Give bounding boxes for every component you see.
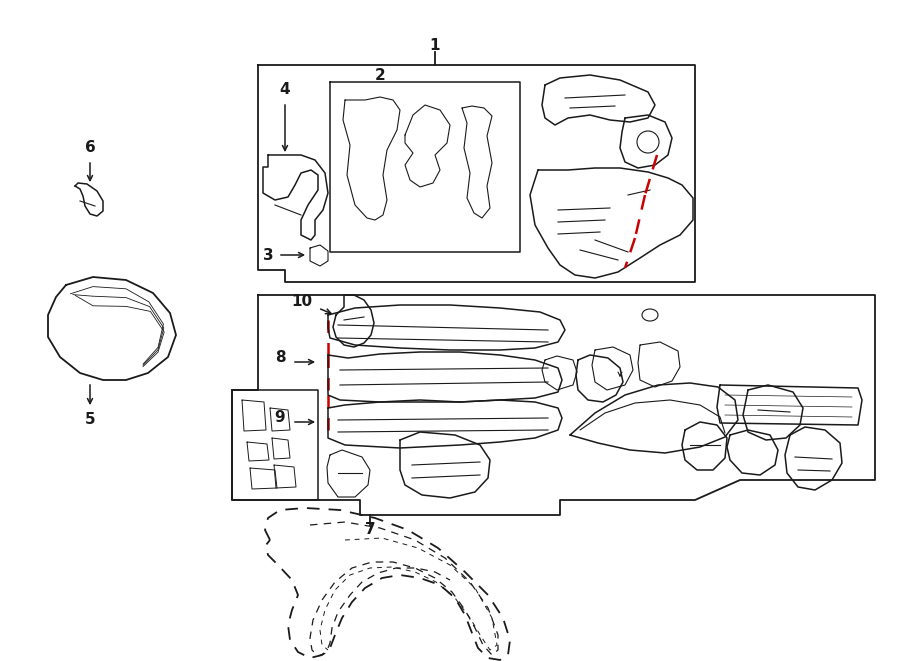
Text: 3: 3	[263, 247, 274, 262]
Text: 5: 5	[85, 412, 95, 428]
Text: 9: 9	[274, 410, 285, 426]
Text: 4: 4	[280, 83, 291, 98]
Text: 8: 8	[274, 350, 285, 366]
Text: 1: 1	[430, 38, 440, 52]
Text: 7: 7	[364, 522, 375, 537]
Text: 2: 2	[374, 67, 385, 83]
Text: 6: 6	[85, 141, 95, 155]
Text: 10: 10	[292, 295, 312, 309]
